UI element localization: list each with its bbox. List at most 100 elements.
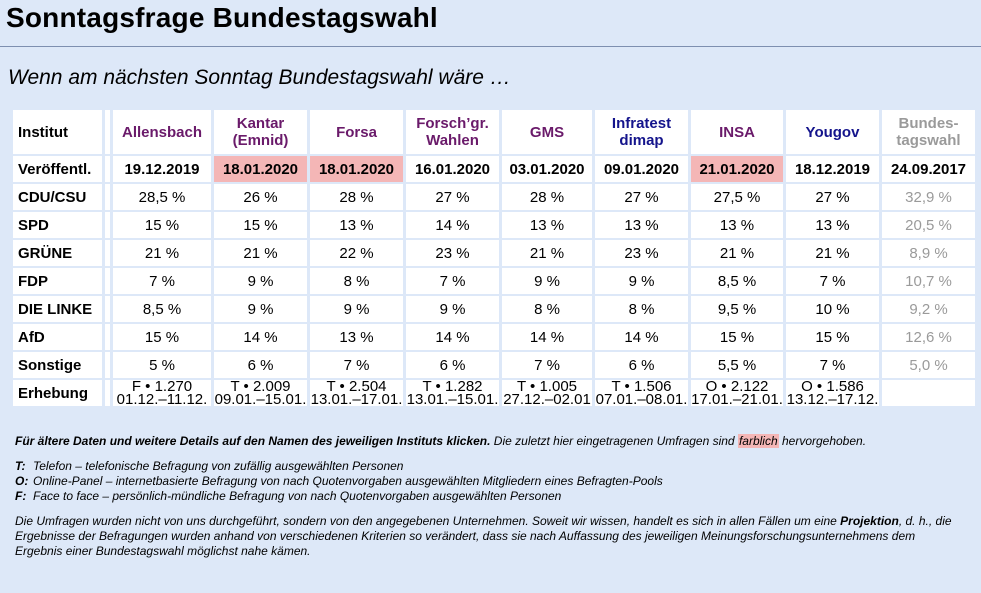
poll-value-cell: 21 % <box>214 240 307 266</box>
poll-value-cell: 13 % <box>310 324 403 350</box>
institute-link-forsa[interactable]: Forsa <box>310 110 403 154</box>
poll-value-cell: 9 % <box>214 268 307 294</box>
legend-line: F: Face to face – persönlich-mündliche Be… <box>15 489 955 504</box>
party-row: DIE LINKE 8,5 % 9 % 9 % 9 % 8 % 8 % 9,5 % 10 % 9,… <box>13 296 975 322</box>
poll-value-cell: 5,5 % <box>691 352 783 378</box>
legend-key: O: <box>15 474 29 488</box>
method-legend: T: Telefon – telefonische Befragung von z… <box>15 459 955 504</box>
spacer-cell <box>105 212 110 238</box>
poll-value-cell: 28 % <box>310 184 403 210</box>
publish-date-highlighted: 18.01.2020 <box>310 156 403 182</box>
legend-line: O: Online-Panel – internetbasierte Befrag… <box>15 474 955 489</box>
poll-value-cell: 8 % <box>310 268 403 294</box>
poll-value-cell: 22 % <box>310 240 403 266</box>
survey-period: 13.01.–15.01. <box>406 391 499 408</box>
election-result-cell: 12,6 % <box>882 324 975 350</box>
erhebung-cell: O • 1.586 13.12.–17.12. <box>786 379 879 407</box>
poll-value-cell: 28 % <box>502 184 592 210</box>
party-name: FDP <box>13 268 102 294</box>
survey-period: 27.12.–02.01 <box>503 391 591 408</box>
poll-value-cell: 8 % <box>595 296 688 322</box>
disclaimer: Die Umfragen wurden nicht von uns durchg… <box>15 514 955 559</box>
method-sample: T • 1.005 <box>516 378 577 395</box>
erhebung-cell: T • 2.504 13.01.–17.01. <box>310 378 403 408</box>
erhebung-label: Erhebung <box>13 380 102 406</box>
poll-value-cell: 9 % <box>595 268 688 294</box>
party-name: CDU/CSU <box>13 184 102 210</box>
header-label: Institut <box>13 110 102 154</box>
institute-link-forschungsgruppe-wahlen[interactable]: Forsch’gr. Wahlen <box>406 110 499 154</box>
bundestagswahl-link[interactable]: Bundes-tagswahl <box>882 110 975 154</box>
publish-date-highlighted: 21.01.2020 <box>691 156 783 182</box>
poll-value-cell: 14 % <box>406 212 499 238</box>
institute-link-gms[interactable]: GMS <box>502 110 592 154</box>
survey-period: 13.01.–17.01. <box>310 391 403 408</box>
poll-value-cell: 8,5 % <box>691 268 783 294</box>
subtitle: Wenn am nächsten Sonntag Bundestagswahl … <box>8 66 511 89</box>
poll-value-cell: 7 % <box>786 268 879 294</box>
spacer-cell <box>105 156 110 182</box>
poll-value-cell: 9 % <box>214 296 307 322</box>
publish-date: 09.01.2020 <box>595 156 688 182</box>
poll-value-cell: 7 % <box>786 352 879 378</box>
method-sample: T • 1.506 <box>611 378 672 395</box>
spacer-cell <box>105 296 110 322</box>
poll-value-cell: 5 % <box>113 352 211 378</box>
poll-value-cell: 28,5 % <box>113 184 211 210</box>
poll-value-cell: 9 % <box>406 296 499 322</box>
poll-value-cell: 7 % <box>406 268 499 294</box>
poll-value-cell: 27 % <box>595 184 688 210</box>
legend-key: F: <box>15 489 27 503</box>
election-result-cell: 8,9 % <box>882 240 975 266</box>
election-result-cell: 32,9 % <box>882 184 975 210</box>
poll-value-cell: 15 % <box>113 324 211 350</box>
poll-value-cell: 26 % <box>214 184 307 210</box>
poll-value-cell: 8,5 % <box>113 296 211 322</box>
spacer-cell <box>105 324 110 350</box>
erhebung-cell: T • 2.009 09.01.–15.01. <box>214 378 307 407</box>
disclaimer-bold: Projektion <box>840 514 899 528</box>
poll-value-cell: 6 % <box>214 352 307 378</box>
disclaimer-text: Die Umfragen wurden nicht von uns durchg… <box>15 514 841 528</box>
poll-value-cell: 15 % <box>113 212 211 238</box>
survey-period: 07.01.–08.01. <box>595 391 688 408</box>
institute-link-kantar[interactable]: Kantar (Emnid) <box>214 110 307 154</box>
spacer-cell <box>105 240 110 266</box>
poll-value-cell: 14 % <box>595 324 688 350</box>
spacer-cell <box>105 352 110 378</box>
institute-link-infratest-dimap[interactable]: Infratest dimap <box>595 110 688 154</box>
party-row: SPD 15 % 15 % 13 % 14 % 13 % 13 % 13 % 13 % 20,5 … <box>13 212 975 238</box>
election-date: 24.09.2017 <box>882 156 975 182</box>
poll-value-cell: 8 % <box>502 296 592 322</box>
party-name: DIE LINKE <box>13 296 102 322</box>
election-result-cell: 10,7 % <box>882 268 975 294</box>
poll-value-cell: 21 % <box>113 240 211 266</box>
disclaimer-text-end: , d. h., die Ergebnisse der Befragungen … <box>15 514 952 558</box>
erhebung-cell: T • 1.506 07.01.–08.01. <box>595 378 688 408</box>
publish-date-highlighted: 18.01.2020 <box>214 156 307 182</box>
party-name: SPD <box>13 212 102 238</box>
poll-value-cell: 15 % <box>691 324 783 350</box>
institute-link-insa[interactable]: INSA <box>691 110 783 154</box>
click-hint-text: Die zuletzt hier eingetragenen Umfragen … <box>490 434 738 448</box>
poll-value-cell: 13 % <box>595 212 688 238</box>
method-sample: T • 2.009 <box>230 378 291 395</box>
header-row: Institut Allensbach Kantar (Emnid) Forsa… <box>13 110 975 154</box>
poll-value-cell: 7 % <box>310 352 403 378</box>
poll-value-cell: 21 % <box>502 240 592 266</box>
method-sample: T • 1.282 <box>422 378 483 395</box>
click-hint: Für ältere Daten und weitere Details auf… <box>15 434 955 449</box>
method-sample: O • 2.122 <box>705 378 769 395</box>
party-row: CDU/CSU 28,5 % 26 % 28 % 27 % 28 % 27 % 27,5 % 2… <box>13 184 975 210</box>
poll-value-cell: 15 % <box>214 212 307 238</box>
institute-link-yougov[interactable]: Yougov <box>786 110 879 154</box>
poll-value-cell: 6 % <box>406 352 499 378</box>
legend-line: T: Telefon – telefonische Befragung von z… <box>15 459 955 474</box>
method-sample: T • 2.504 <box>326 378 387 395</box>
institute-link-allensbach[interactable]: Allensbach <box>113 110 211 154</box>
poll-value-cell: 23 % <box>595 240 688 266</box>
party-name: GRÜNE <box>13 240 102 266</box>
election-result-cell: 5,0 % <box>882 352 975 378</box>
poll-value-cell: 13 % <box>786 212 879 238</box>
poll-value-cell: 27,5 % <box>691 184 783 210</box>
